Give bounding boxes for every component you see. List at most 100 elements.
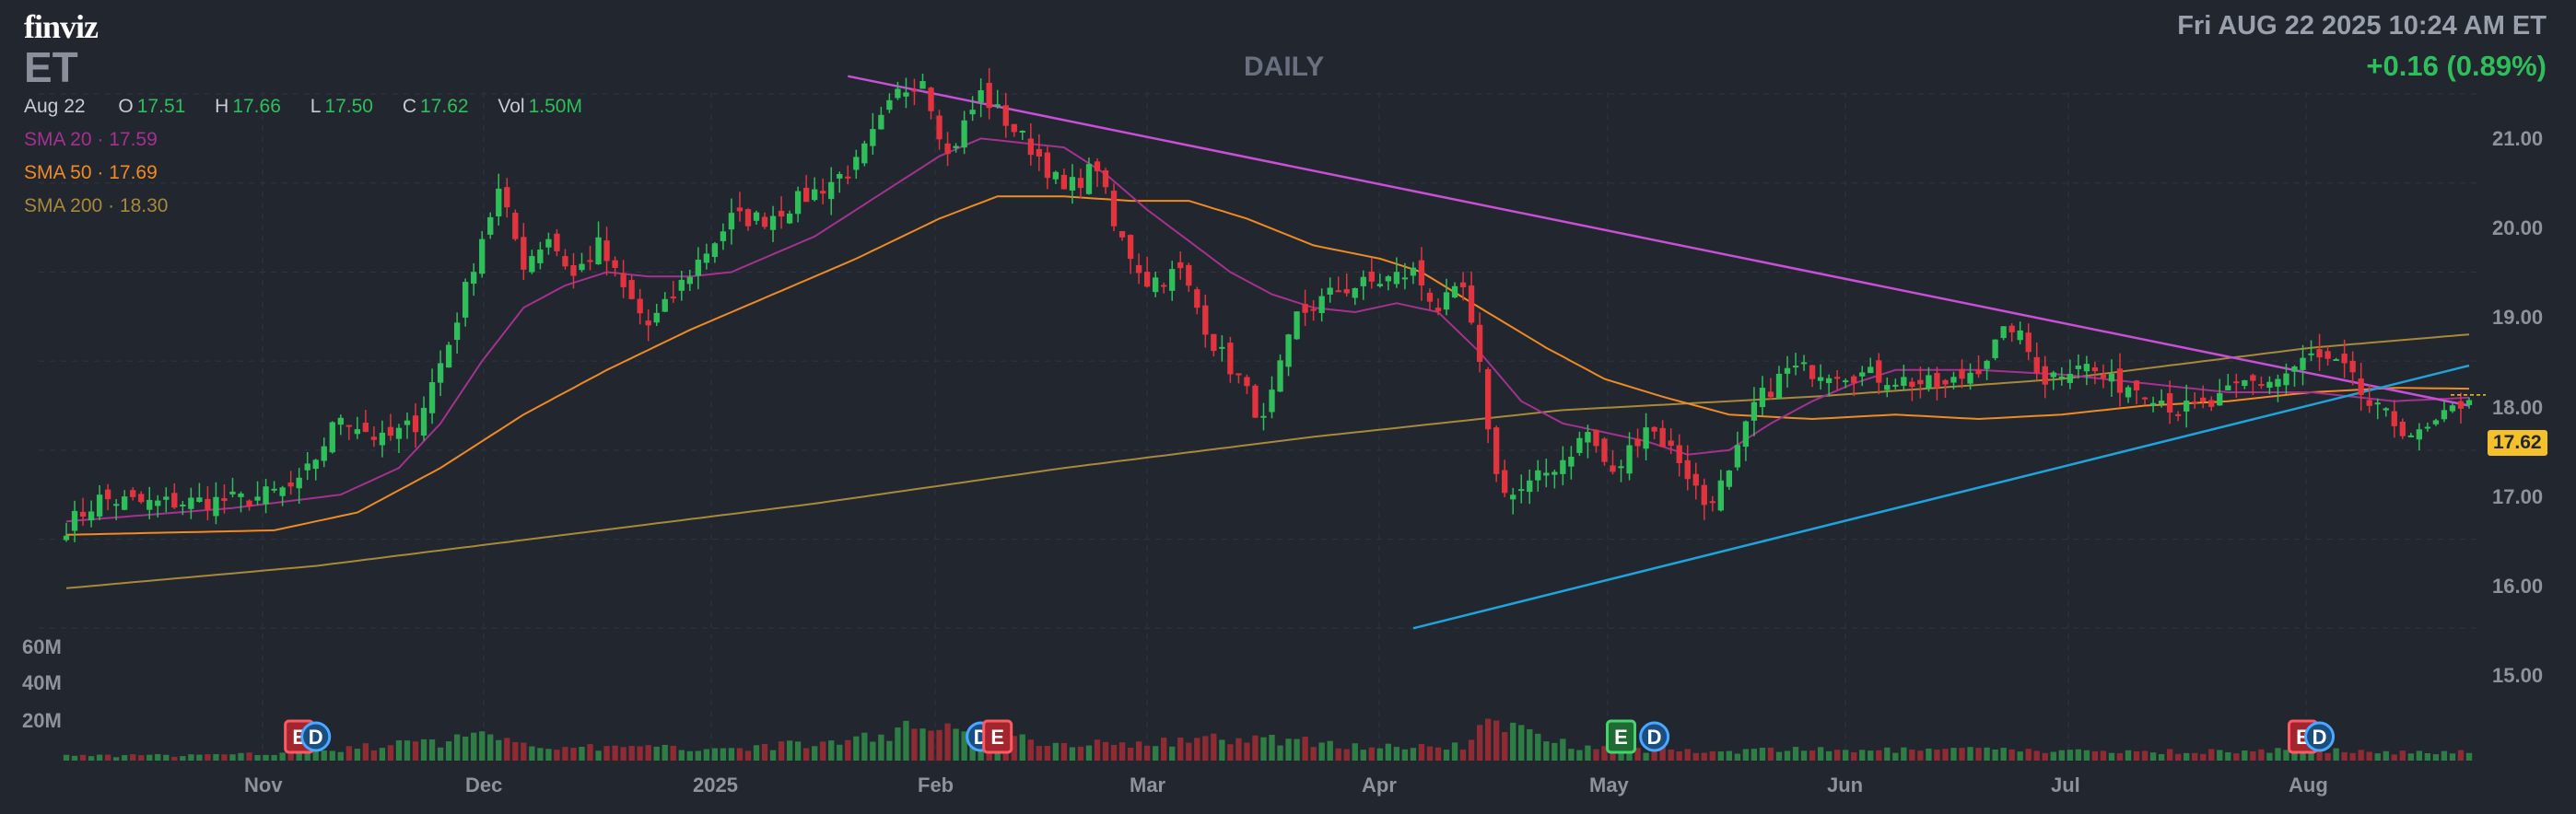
candle-body: [395, 427, 403, 439]
high-value: 17.66: [232, 96, 281, 117]
sma200-label: SMA 200: [24, 195, 103, 216]
candle-body: [1551, 471, 1558, 475]
dividend-marker: [300, 721, 332, 752]
candle-body: [2266, 381, 2273, 389]
candle-body: [1659, 427, 1666, 448]
volume-bar: [2449, 753, 2456, 761]
volume-bar: [1859, 750, 1866, 761]
volume-bar: [1153, 746, 1159, 761]
candle-body: [1202, 305, 1209, 335]
sma20-legend[interactable]: SMA 20 · 17.59: [24, 129, 158, 151]
volume-bar: [163, 754, 170, 761]
volume-bar: [1800, 750, 1808, 761]
volume-bar: [2042, 752, 2048, 761]
sma200-legend[interactable]: SMA 200 · 18.30: [24, 195, 168, 217]
candle-body: [2291, 366, 2298, 372]
candle-body: [2457, 401, 2465, 409]
candle-body: [1077, 178, 1084, 189]
volume-bar: [1127, 748, 1134, 761]
candle-body: [379, 432, 386, 446]
candle-body: [1468, 285, 1475, 323]
earnings-marker: [982, 719, 1013, 754]
volume-bar: [395, 740, 403, 761]
volume-bar: [2283, 750, 2289, 761]
candle-body: [188, 497, 194, 509]
volume-bar: [1626, 749, 1633, 761]
candle-body: [1186, 264, 1192, 286]
volume-bar: [2058, 750, 2065, 761]
candle-body: [1967, 372, 1973, 384]
candle-body: [1451, 285, 1458, 298]
volume-bar: [1851, 751, 1857, 761]
volume-bar: [453, 734, 461, 761]
sma20-value: 17.59: [109, 129, 158, 150]
sma50-label: SMA 50: [24, 162, 92, 183]
volume-bar: [2407, 753, 2414, 761]
candle-body: [1085, 164, 1093, 194]
volume-bar: [1668, 749, 1674, 761]
volume-bar: [703, 749, 710, 761]
candle-body: [2067, 373, 2073, 383]
x-label-feb: Feb: [918, 773, 954, 797]
candle-body: [112, 504, 120, 506]
candle-body: [928, 87, 934, 111]
candle-body: [645, 320, 651, 326]
candle-body: [720, 231, 727, 241]
candle-body: [238, 493, 244, 497]
candle-body: [1518, 489, 1525, 492]
candle-body: [911, 89, 918, 92]
volume-bar: [1601, 746, 1608, 761]
volume-bar: [911, 728, 918, 761]
price-tick-17: 17.00: [2492, 485, 2544, 508]
volume-bar: [2125, 750, 2132, 761]
candle-body: [695, 259, 701, 276]
candle-body: [1909, 381, 1915, 388]
volume-bar: [1909, 750, 1915, 761]
candle-body: [2050, 372, 2056, 378]
volume-bar: [1410, 748, 1417, 761]
volume-bar: [2424, 752, 2431, 761]
price-tick-19: 19.00: [2492, 306, 2544, 329]
sma50-legend[interactable]: SMA 50 · 17.69: [24, 162, 158, 184]
candle-body: [1368, 271, 1375, 282]
candle-body: [662, 298, 668, 312]
volume-bar: [1318, 742, 1325, 761]
volume-bar: [786, 740, 793, 761]
candle-body: [521, 237, 527, 270]
volume-bar: [437, 747, 444, 761]
volume-bar: [2091, 750, 2099, 761]
candle-body: [2158, 401, 2165, 404]
x-label-nov: Nov: [244, 773, 283, 797]
candle-body: [1244, 377, 1250, 387]
candle-body: [279, 487, 286, 496]
candle-body: [1992, 339, 1998, 358]
candle-body: [1510, 494, 1516, 500]
candle-body: [2366, 400, 2372, 406]
volume-bar: [337, 751, 344, 761]
candle-body: [1742, 421, 1750, 448]
candle-body: [1002, 105, 1009, 126]
volume-bar: [769, 750, 777, 761]
candle-body: [753, 212, 760, 221]
candle-body: [1576, 437, 1583, 453]
candle-body: [512, 213, 519, 239]
volume-bar: [370, 750, 378, 761]
candle-body: [1360, 276, 1366, 286]
volume-bar: [1418, 743, 1425, 761]
candle-body: [221, 498, 228, 501]
volume-bar: [2383, 750, 2389, 761]
volume-bar: [1102, 741, 1109, 761]
candle-body: [2441, 410, 2448, 420]
volume-bar: [1260, 737, 1267, 761]
candle-body: [246, 500, 252, 507]
volume-bar: [463, 736, 469, 761]
candle-body: [345, 424, 352, 427]
volume-bar: [188, 754, 194, 761]
candle-body: [978, 90, 984, 102]
volume-bar: [379, 748, 386, 761]
candle-body: [1102, 170, 1109, 188]
finviz-logo[interactable]: finviz: [24, 8, 99, 45]
volume-bar: [1709, 750, 1715, 761]
volume-bar: [2366, 751, 2372, 761]
